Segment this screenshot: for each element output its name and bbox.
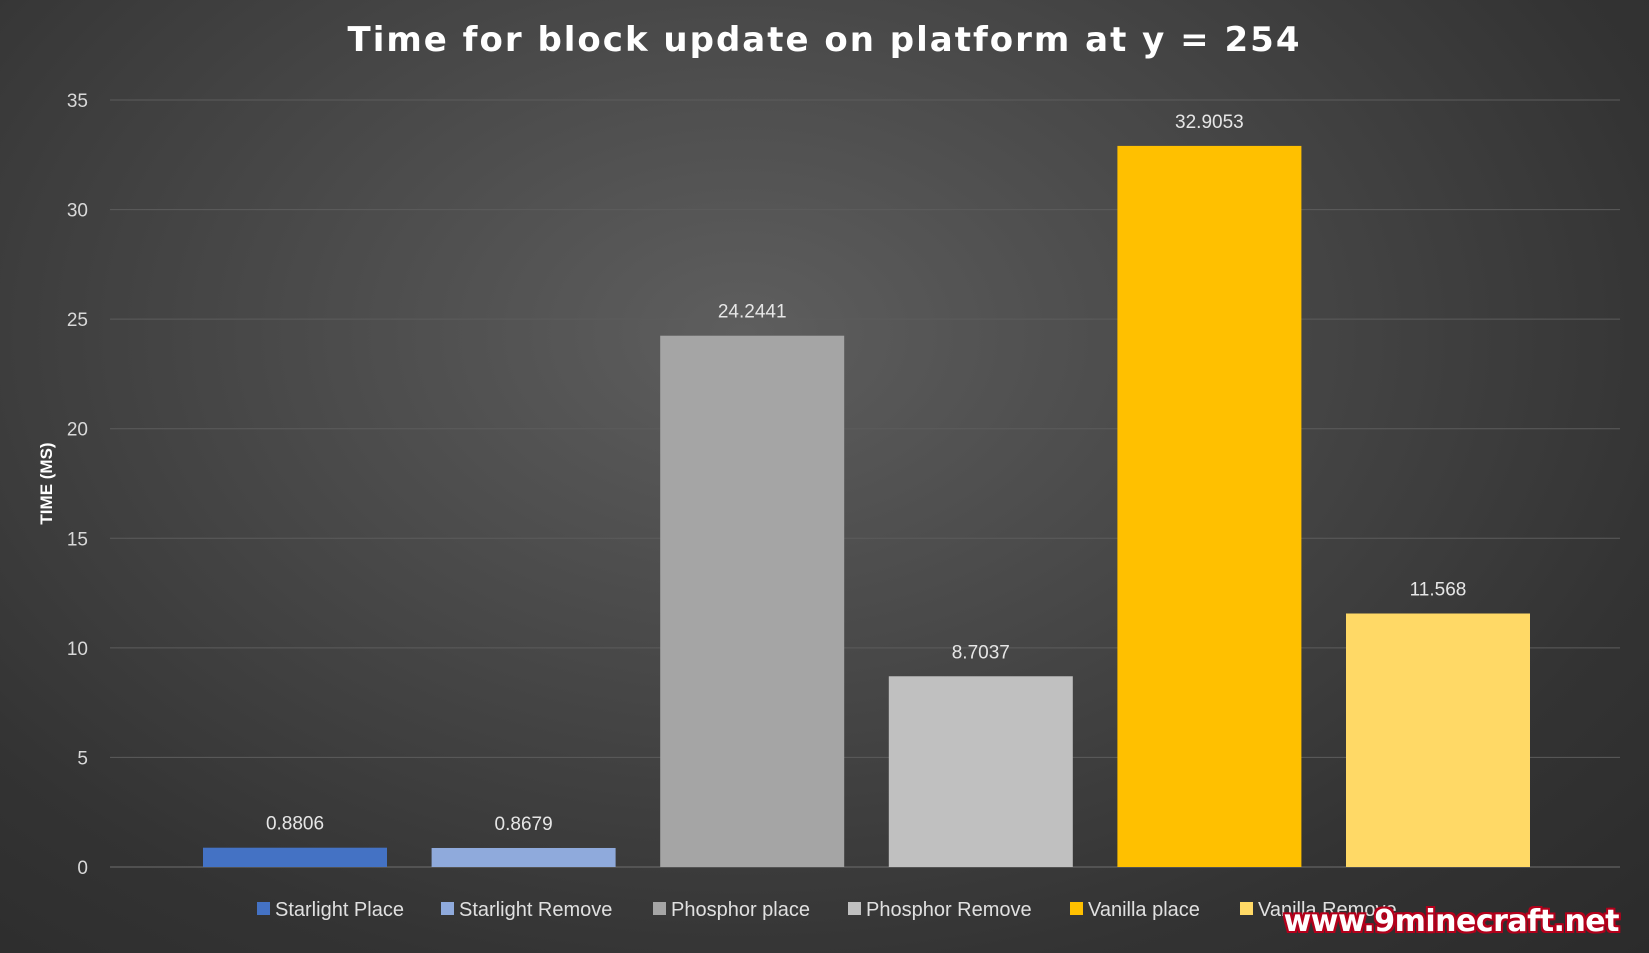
legend-item: Starlight Place	[257, 899, 404, 921]
legend-label: Vanilla place	[1088, 899, 1200, 921]
legend-swatch	[848, 902, 861, 915]
y-tick-label: 5	[77, 748, 88, 769]
legend-swatch	[257, 902, 270, 915]
legend-swatch	[441, 902, 454, 915]
bar	[431, 847, 616, 867]
data-label: 32.9053	[1175, 112, 1244, 133]
legend-item: Phosphor Remove	[848, 899, 1032, 921]
legend-label: Starlight Place	[275, 899, 404, 921]
y-tick-label: 20	[67, 420, 88, 441]
legend-swatch	[653, 902, 666, 915]
data-label: 8.7037	[952, 642, 1010, 663]
y-tick-label: 25	[67, 310, 88, 331]
legend-item: Vanilla Remove	[1240, 899, 1397, 921]
legend-label: Starlight Remove	[459, 899, 612, 921]
data-label: 0.8679	[495, 814, 553, 835]
legend-label: Vanilla Remove	[1258, 899, 1397, 921]
bar	[203, 847, 387, 867]
legend-label: Phosphor Remove	[866, 899, 1032, 921]
legend-swatch	[1070, 902, 1083, 915]
y-tick-label: 10	[67, 639, 88, 660]
y-tick-label: 30	[67, 201, 88, 222]
watermark-logo: www.9minecraft.net	[1283, 904, 1620, 939]
bar	[1117, 145, 1302, 867]
y-tick-label: 15	[67, 529, 88, 550]
y-tick-label: 0	[77, 858, 88, 879]
bar	[660, 335, 845, 867]
legend-swatch	[1240, 902, 1253, 915]
data-label: 0.8806	[266, 814, 324, 835]
y-axis-title: TIME (MS)	[37, 442, 56, 524]
legend-item: Starlight Remove	[441, 899, 612, 921]
legend-label: Phosphor place	[671, 899, 810, 921]
data-label: 24.2441	[718, 302, 787, 323]
bar	[1346, 613, 1530, 867]
data-label: 11.568	[1410, 579, 1467, 600]
y-tick-label: 35	[67, 91, 88, 112]
bar	[888, 676, 1073, 867]
legend-item: Phosphor place	[653, 899, 810, 921]
legend-item: Vanilla place	[1070, 899, 1200, 921]
chart-title: Time for block update on platform at y =…	[347, 20, 1302, 60]
